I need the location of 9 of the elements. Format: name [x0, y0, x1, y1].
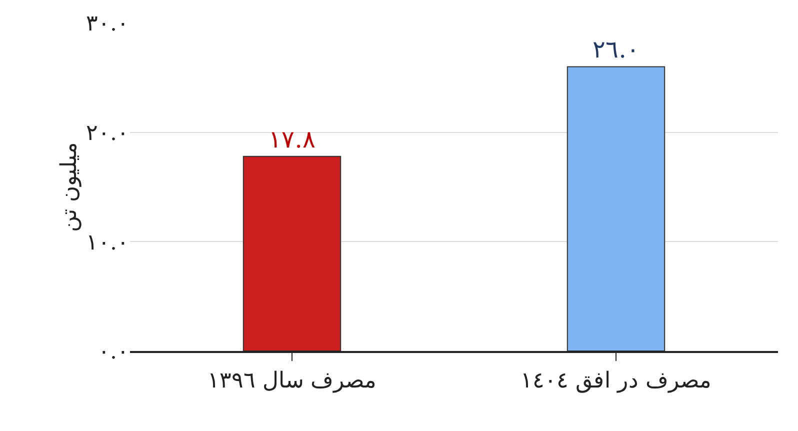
x-tick-label: مصرف در افق ١٤٠٤	[520, 368, 712, 394]
y-tick-label: ٣٠.٠	[86, 12, 129, 37]
y-tick-label: ٠.٠	[98, 340, 129, 365]
data-label: ٢٦.٠	[592, 36, 640, 64]
y-axis-title: میلیون تن	[57, 142, 82, 232]
data-label: ١٧.٨	[268, 125, 316, 154]
y-tick-label: ٢٠.٠	[86, 121, 129, 146]
x-tick-label: مصرف سال ١٣٩٦	[208, 368, 376, 394]
y-tick-label: ١٠.٠	[86, 230, 129, 256]
